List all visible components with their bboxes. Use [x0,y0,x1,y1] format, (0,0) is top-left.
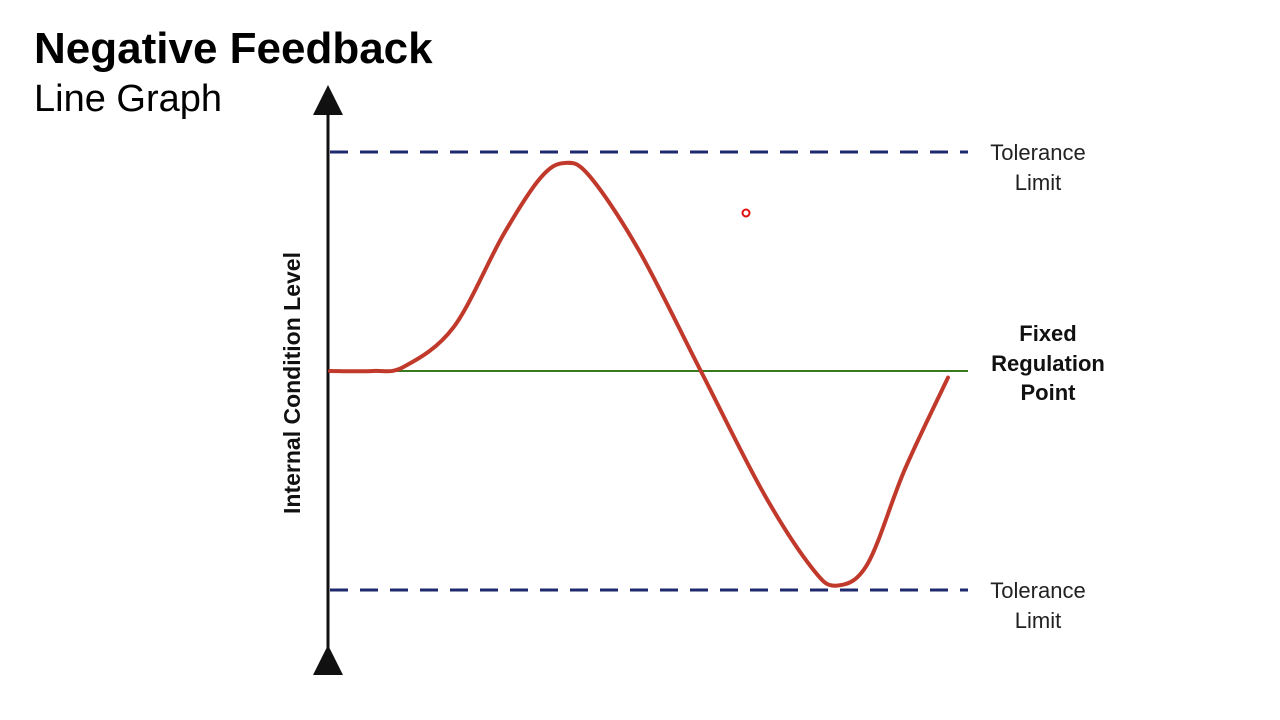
y-axis-label: Internal Condition Level [279,252,305,514]
lower-tolerance-label-line1: Tolerance [990,578,1085,603]
upper-tolerance-label-line1: Tolerance [990,140,1085,165]
set-point-label-line3: Point [1021,380,1077,405]
cursor-indicator [743,210,750,217]
set-point-label-line2: Regulation [991,351,1105,376]
upper-tolerance-label-line2: Limit [1015,170,1061,195]
set-point-label-line1: Fixed [1019,321,1076,346]
lower-tolerance-label-line2: Limit [1015,608,1061,633]
condition-level-curve [330,163,948,586]
